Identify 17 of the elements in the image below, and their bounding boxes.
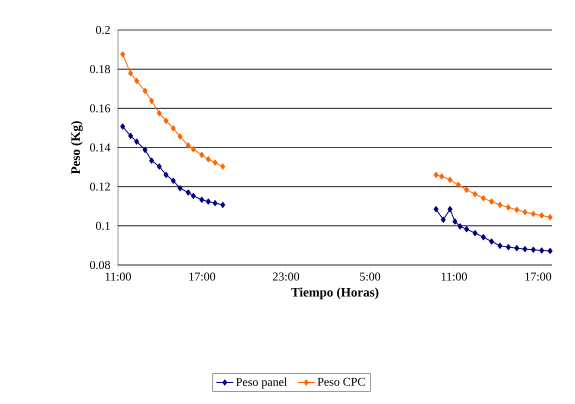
x-tick-label: 17:00 [189,272,216,281]
y-tick-label: 0.2 [96,26,110,34]
x-tick-label: 11:00 [442,272,467,281]
y-tick-label: 0.16 [90,104,110,112]
y-tick-label: 0.08 [90,260,110,270]
y-tick-label: 0.18 [90,65,110,74]
legend-label: Peso CPC [318,378,365,386]
y-tick-label: 0.12 [90,182,110,191]
x-tick-label: 5:00 [360,272,380,281]
y-axis-title: Peso (Kg) [70,121,83,174]
x-tick-label: 17:00 [525,272,552,281]
y-tick-label: 0.1 [96,222,110,230]
legend-label: Peso panel [236,378,288,388]
x-tick-label: 11:00 [106,272,131,281]
x-axis-title: Tiempo (Horas) [291,287,378,300]
y-tick-label: 0.14 [90,143,110,152]
x-tick-label: 23:00 [272,272,300,281]
